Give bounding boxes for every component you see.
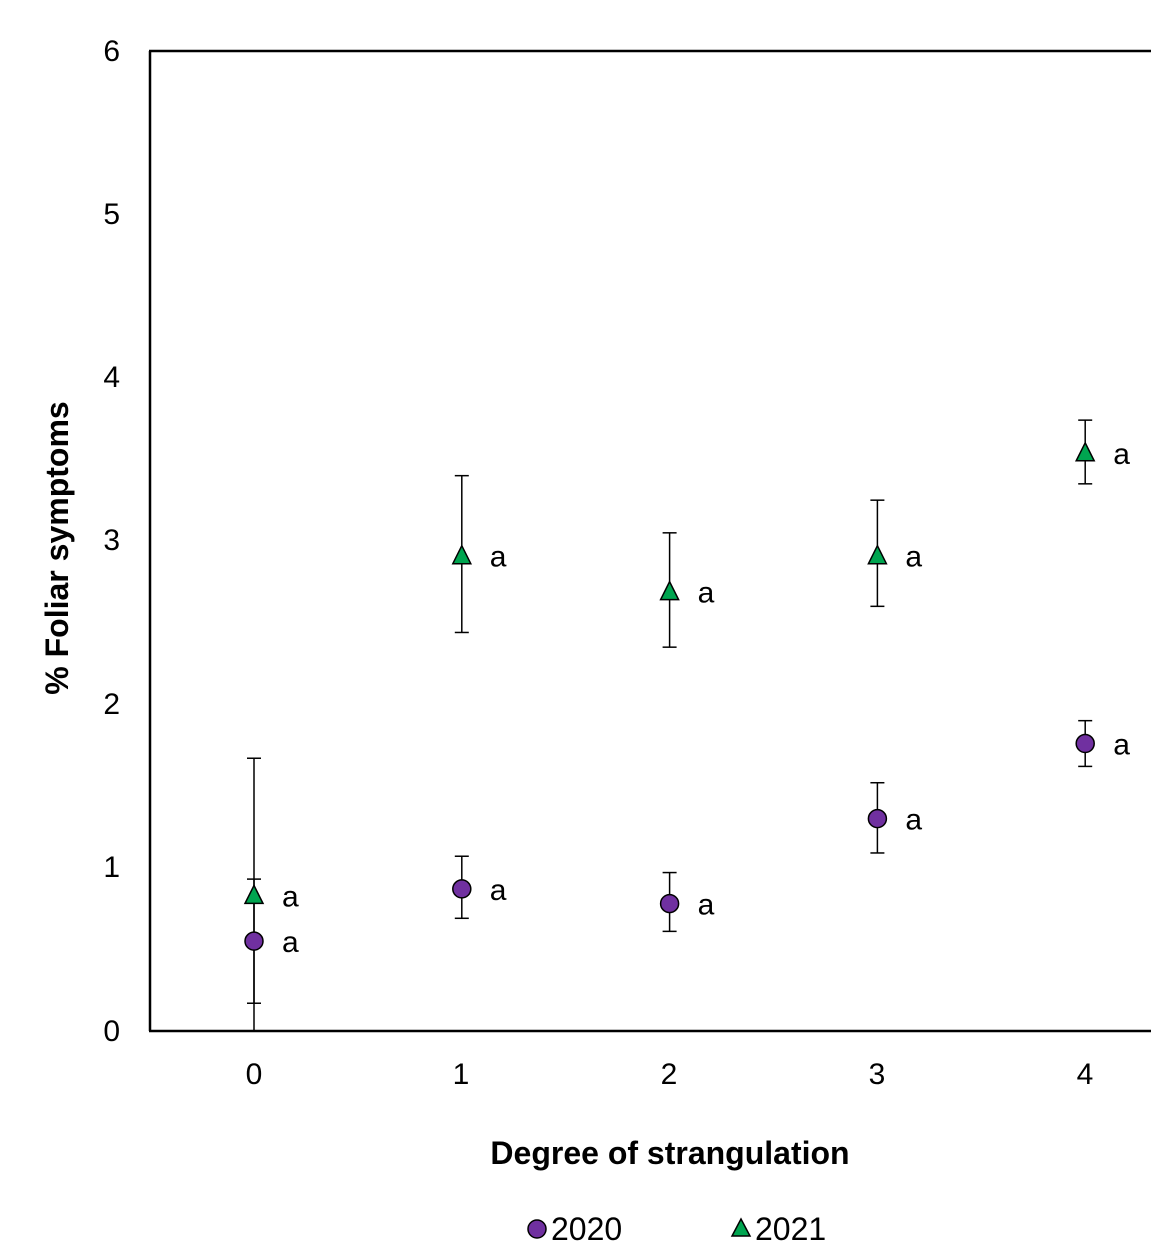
significance-label-2021: a <box>698 577 715 610</box>
data-point-2020 <box>867 808 888 829</box>
data-point-2021 <box>243 883 265 905</box>
significance-label-2020: a <box>1113 729 1130 762</box>
data-point-2020 <box>452 879 472 899</box>
data-point-2020 <box>1075 733 1095 754</box>
significance-label-2021: a <box>490 541 507 574</box>
x-tick-labels: 0 1 2 3 4 <box>246 1058 1094 1091</box>
y-tick-label: 0 <box>103 1015 120 1048</box>
y-tick-label: 1 <box>103 851 120 884</box>
data-point-2021 <box>451 544 473 565</box>
x-tick-label: 4 <box>1077 1058 1094 1091</box>
significance-label-2020: a <box>490 874 507 907</box>
y-tick-label: 5 <box>103 198 120 231</box>
data-point-2021 <box>1074 441 1096 462</box>
significance-label-2021: a <box>1113 438 1130 471</box>
y-tick-label: 2 <box>103 688 120 721</box>
significance-label-2020: a <box>905 804 922 837</box>
significance-label-2021: a <box>282 880 299 913</box>
y-tick-label: 3 <box>103 524 120 557</box>
data-point-2021 <box>659 579 680 601</box>
x-tick-label: 2 <box>661 1058 678 1091</box>
x-axis-title: Degree of strangulation <box>490 1135 849 1171</box>
x-tick-label: 1 <box>453 1058 470 1091</box>
legend-marker-2021 <box>730 1217 752 1237</box>
data-point-2021 <box>867 544 888 565</box>
x-tick-label: 3 <box>869 1058 886 1091</box>
y-tick-label: 4 <box>103 361 120 394</box>
data-point-2020 <box>659 893 680 914</box>
legend: 2020 2021 <box>527 1211 826 1242</box>
x-tick-label: 0 <box>246 1058 263 1091</box>
significance-label-2020: a <box>282 926 299 959</box>
legend-label-2020: 2020 <box>551 1211 622 1242</box>
y-tick-labels: 0 1 2 3 4 5 6 <box>103 35 120 1048</box>
legend-marker-2020 <box>527 1219 547 1239</box>
data-point-2020 <box>244 931 264 951</box>
significance-label-2021: a <box>905 541 922 574</box>
significance-label-2020: a <box>698 889 715 922</box>
legend-label-2021: 2021 <box>755 1211 826 1242</box>
y-tick-label: 6 <box>103 35 120 68</box>
y-axis-title: % Foliar symptoms <box>39 401 75 694</box>
